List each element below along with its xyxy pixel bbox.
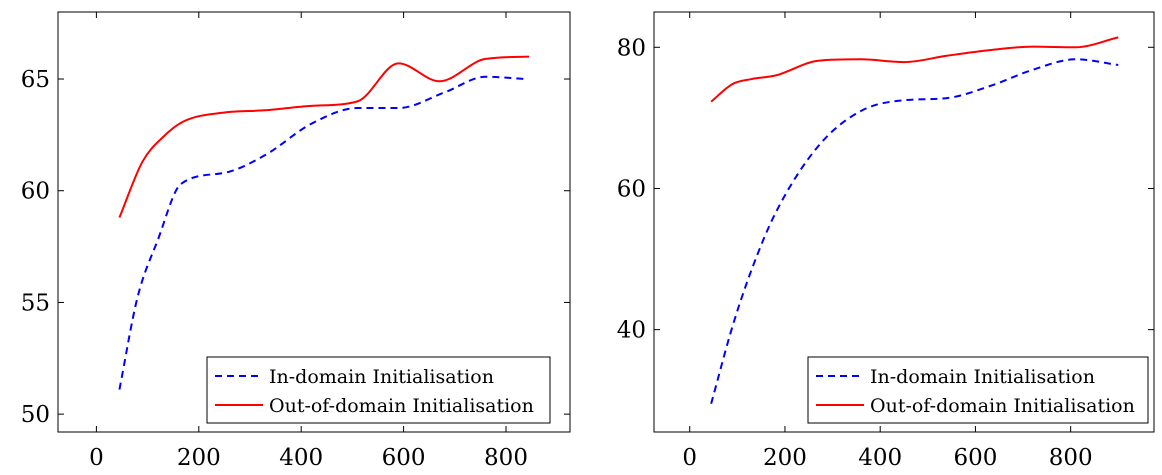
y-tick-label: 65: [21, 67, 50, 93]
x-tick-label: 400: [858, 445, 902, 471]
axis-frame: [653, 11, 1155, 433]
x-tick-label: 600: [953, 445, 997, 471]
y-tick-label: 60: [617, 176, 646, 202]
x-tick-label: 800: [1049, 445, 1093, 471]
left-chart: 0 200 400 600 800 50 55 60 65 In-domain Initialis…: [21, 11, 571, 471]
series-line-out-of-domain: [710, 36, 1119, 103]
y-tick-label: 55: [21, 290, 50, 316]
y-tick-label: 60: [21, 179, 50, 205]
x-tick-label: 600: [382, 445, 426, 471]
y-tick-label: 80: [617, 35, 646, 61]
legend-entry: In-domain Initialisation: [269, 366, 494, 388]
legend-box: [206, 356, 551, 424]
legend-entry: Out-of-domain Initialisation: [870, 395, 1135, 417]
x-tick-label: 200: [763, 445, 807, 471]
x-tick-label: 0: [89, 445, 104, 471]
x-tick-label: 200: [177, 445, 221, 471]
right-chart: 0 200 400 600 800 40 60 80 In-domain Initialisat…: [617, 11, 1155, 471]
y-tick-label: 40: [617, 318, 646, 344]
series-line-out-of-domain: [118, 55, 530, 218]
series-line-in-domain: [710, 58, 1119, 405]
axis-frame: [57, 11, 571, 433]
x-tick-label: 800: [484, 445, 528, 471]
legend-entry: In-domain Initialisation: [870, 366, 1095, 388]
legend-box: [807, 356, 1149, 424]
y-tick-label: 50: [21, 402, 50, 428]
x-tick-label: 0: [682, 445, 697, 471]
series-line-in-domain: [118, 75, 527, 390]
x-tick-label: 400: [279, 445, 323, 471]
legend-entry: Out-of-domain Initialisation: [269, 395, 534, 417]
